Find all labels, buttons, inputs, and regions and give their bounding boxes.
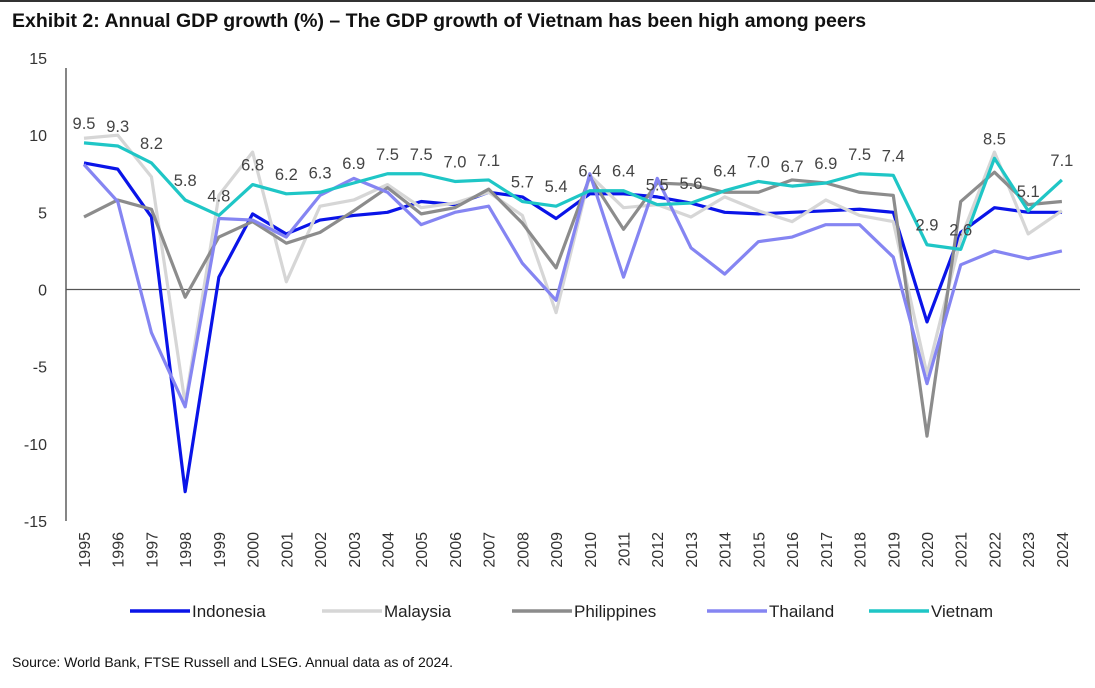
x-tick-label: 1999: [212, 532, 229, 568]
x-tick-label: 2024: [1055, 532, 1072, 568]
data-label: 9.3: [106, 118, 129, 136]
x-tick-label: 2016: [785, 532, 802, 568]
x-tick-label: 2008: [515, 532, 532, 568]
y-tick-label: -5: [33, 360, 47, 377]
x-tick-label: 2004: [380, 532, 397, 568]
data-label: 8.5: [983, 130, 1006, 148]
x-tick-label: 2023: [1021, 532, 1038, 568]
x-tick-label: 2010: [583, 532, 600, 568]
data-label: 6.2: [275, 166, 298, 184]
x-tick-label: 2020: [920, 532, 937, 568]
legend-label: Thailand: [769, 602, 834, 621]
data-label: 5.6: [679, 175, 702, 193]
data-label: 6.7: [781, 158, 804, 176]
data-label: 6.9: [342, 155, 365, 173]
data-label: 5.5: [646, 177, 669, 195]
data-label: 7.1: [477, 152, 500, 170]
data-label: 6.3: [309, 164, 332, 182]
data-label: 6.4: [713, 163, 736, 181]
data-label: 6.4: [612, 163, 635, 181]
x-tick-label: 2014: [718, 532, 735, 568]
series-line-thailand: [82, 163, 1063, 409]
x-tick-label: 2018: [853, 532, 870, 568]
data-label: 7.5: [410, 146, 433, 164]
legend-label: Philippines: [574, 602, 656, 621]
legend-label: Malaysia: [384, 602, 452, 621]
legend-label: Vietnam: [931, 602, 993, 621]
data-label: 7.5: [848, 146, 871, 164]
data-label: 7.4: [882, 147, 905, 165]
data-label: 4.8: [207, 187, 230, 205]
x-tick-label: 2021: [954, 532, 971, 568]
x-tick-label: 2009: [549, 532, 566, 568]
y-tick-label: 5: [38, 205, 47, 222]
data-label: 5.4: [545, 178, 568, 196]
x-tick-label: 1997: [144, 532, 161, 568]
data-label: 6.8: [241, 157, 264, 175]
data-label: 7.0: [747, 153, 770, 171]
data-label: 7.1: [1050, 152, 1073, 170]
series-line-philippines: [83, 170, 1063, 438]
series-line-malaysia: [83, 133, 1063, 406]
x-tick-label: 2001: [279, 532, 296, 568]
x-tick-label: 2000: [246, 532, 263, 568]
x-tick-label: 2005: [414, 532, 431, 568]
data-label: 6.9: [814, 155, 837, 173]
y-tick-label: 0: [38, 283, 47, 300]
data-label: 7.0: [443, 153, 466, 171]
data-label: 7.5: [376, 146, 399, 164]
data-label: 5.1: [1017, 183, 1040, 201]
y-tick-label: -15: [24, 514, 47, 531]
x-tick-label: 1995: [77, 532, 94, 568]
source-note: Source: World Bank, FTSE Russell and LSE…: [12, 654, 453, 670]
x-tick-label: 2019: [886, 532, 903, 568]
x-tick-label: 2013: [684, 532, 701, 568]
x-tick-label: 2022: [987, 532, 1004, 568]
series-line-vietnam: [83, 141, 1063, 251]
x-tick-label: 2015: [751, 532, 768, 568]
x-tick-label: 2006: [448, 532, 465, 568]
y-tick-label: 15: [29, 51, 47, 68]
data-label: 6.4: [578, 163, 601, 181]
data-label: 2.9: [916, 217, 939, 235]
x-tick-label: 2012: [650, 532, 667, 568]
data-label: 5.8: [174, 172, 197, 190]
data-label: 5.7: [511, 174, 534, 192]
x-tick-label: 2011: [617, 532, 634, 567]
y-tick-label: -10: [24, 437, 47, 454]
legend-label: Indonesia: [192, 602, 266, 621]
chart-title: Exhibit 2: Annual GDP growth (%) – The G…: [12, 10, 867, 32]
data-label: 8.2: [140, 135, 163, 153]
x-tick-label: 1998: [178, 532, 195, 568]
x-tick-label: 2007: [482, 532, 499, 568]
x-tick-label: 1996: [111, 532, 128, 568]
x-tick-label: 2003: [347, 532, 364, 568]
y-tick-label: 10: [29, 128, 47, 145]
data-label: 9.5: [73, 115, 96, 133]
data-label: 2.6: [949, 221, 972, 239]
x-tick-label: 2017: [819, 532, 836, 568]
x-tick-label: 2002: [313, 532, 330, 568]
